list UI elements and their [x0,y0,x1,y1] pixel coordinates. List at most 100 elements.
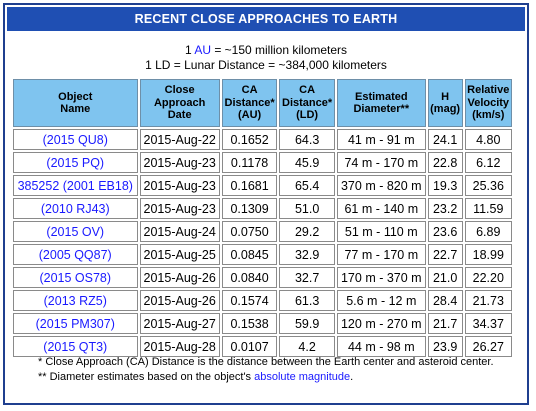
table-row: (2010 RJ43) 2015-Aug-23 0.1309 51.0 61 m - 1… [13,198,512,219]
ca-distance-ld-cell: 32.9 [279,244,335,265]
approach-date-cell: 2015-Aug-26 [139,267,220,288]
au-suffix: = ~150 million kilometers [210,43,348,57]
h-magnitude-cell: 23.6 [427,221,463,242]
relative-velocity-cell: 6.89 [464,221,512,242]
estimated-diameter-cell: 170 m - 370 m [336,267,426,288]
header-h-magnitude: H (mag) [427,79,463,127]
estimated-diameter-cell: 74 m - 170 m [336,152,426,173]
table-row: (2015 PM307) 2015-Aug-27 0.1538 59.9 120 m -… [13,313,512,334]
header-object-name: Object Name [13,79,138,127]
table-row: (2015 QT3) 2015-Aug-28 0.0107 4.2 44 m - 98 … [13,336,512,357]
footnotes: * Close Approach (CA) Distance is the di… [38,355,494,385]
estimated-diameter-cell: 41 m - 91 m [336,129,426,150]
object-name-link[interactable]: (2015 PQ) [13,152,138,173]
estimated-diameter-cell: 370 m - 820 m [336,175,426,196]
relative-velocity-cell: 4.80 [464,129,512,150]
approach-date-cell: 2015-Aug-28 [139,336,220,357]
approach-date-cell: 2015-Aug-26 [139,290,220,311]
h-magnitude-cell: 24.1 [427,129,463,150]
ca-distance-au-cell: 0.0840 [221,267,278,288]
relative-velocity-cell: 25.36 [464,175,512,196]
object-name-link[interactable]: (2015 QU8) [13,129,138,150]
au-link[interactable]: AU [194,43,211,57]
approach-date-cell: 2015-Aug-27 [139,313,220,334]
object-name-link[interactable]: (2015 PM307) [13,313,138,334]
object-name-link[interactable]: 385252 (2001 EB18) [13,175,138,196]
ca-distance-au-cell: 0.1538 [221,313,278,334]
diameter-note-suffix: . [350,371,354,383]
h-magnitude-cell: 23.9 [427,336,463,357]
ca-distance-ld-cell: 64.3 [279,129,335,150]
ca-distance-ld-cell: 4.2 [279,336,335,357]
estimated-diameter-cell: 77 m - 170 m [336,244,426,265]
h-magnitude-cell: 22.7 [427,244,463,265]
diameter-note-prefix: ** Diameter estimates based on the objec… [38,371,255,383]
approach-date-cell: 2015-Aug-22 [139,129,220,150]
table-row: (2005 QQ87) 2015-Aug-25 0.0845 32.9 77 m - 1… [13,244,512,265]
estimated-diameter-cell: 120 m - 270 m [336,313,426,334]
relative-velocity-cell: 21.73 [464,290,512,311]
ca-distance-ld-cell: 61.3 [279,290,335,311]
ld-definition: 1 LD = Lunar Distance = ~384,000 kilomet… [145,58,387,72]
close-approach-table: Object Name Close Approach Date CA Distance*… [11,77,514,359]
object-name-link[interactable]: (2015 OS78) [13,267,138,288]
h-magnitude-cell: 22.8 [427,152,463,173]
table-row: (2015 OV) 2015-Aug-24 0.0750 29.2 51 m - 110… [13,221,512,242]
ca-distance-au-cell: 0.1574 [221,290,278,311]
unit-definitions: 1 AU = ~150 million kilometers 1 LD = Lu… [5,43,527,73]
relative-velocity-cell: 6.12 [464,152,512,173]
estimated-diameter-cell: 61 m - 140 m [336,198,426,219]
table-row: 385252 (2001 EB18) 2015-Aug-23 0.1681 65.4 3… [13,175,512,196]
h-magnitude-cell: 21.7 [427,313,463,334]
relative-velocity-cell: 34.37 [464,313,512,334]
h-magnitude-cell: 23.2 [427,198,463,219]
estimated-diameter-cell: 5.6 m - 12 m [336,290,426,311]
table-row: (2015 OS78) 2015-Aug-26 0.0840 32.7 170 m - … [13,267,512,288]
estimated-diameter-cell: 44 m - 98 m [336,336,426,357]
estimated-diameter-cell: 51 m - 110 m [336,221,426,242]
ca-distance-ld-cell: 32.7 [279,267,335,288]
table-row: (2013 RZ5) 2015-Aug-26 0.1574 61.3 5.6 m - 1… [13,290,512,311]
relative-velocity-cell: 26.27 [464,336,512,357]
table-row: (2015 QU8) 2015-Aug-22 0.1652 64.3 41 m - 91… [13,129,512,150]
approach-date-cell: 2015-Aug-23 [139,152,220,173]
object-name-link[interactable]: (2010 RJ43) [13,198,138,219]
object-name-link[interactable]: (2013 RZ5) [13,290,138,311]
object-name-link[interactable]: (2005 QQ87) [13,244,138,265]
relative-velocity-cell: 18.99 [464,244,512,265]
au-prefix: 1 [184,43,195,57]
approach-date-cell: 2015-Aug-25 [139,244,220,265]
h-magnitude-cell: 21.0 [427,267,463,288]
ca-distance-au-cell: 0.0845 [221,244,278,265]
table-body: (2015 QU8) 2015-Aug-22 0.1652 64.3 41 m - 91… [13,129,512,357]
header-ca-distance-au: CA Distance* (AU) [221,79,278,127]
ca-distance-ld-cell: 65.4 [279,175,335,196]
h-magnitude-cell: 19.3 [427,175,463,196]
approach-date-cell: 2015-Aug-23 [139,175,220,196]
header-ca-distance-ld: CA Distance* (LD) [279,79,335,127]
header-close-approach-date: Close Approach Date [139,79,220,127]
table-row: (2015 PQ) 2015-Aug-23 0.1178 45.9 74 m - 170… [13,152,512,173]
table-header-row: Object Name Close Approach Date CA Distance*… [13,79,512,127]
ca-distance-au-cell: 0.1681 [221,175,278,196]
au-definition: 1 AU = ~150 million kilometers [5,43,527,58]
approach-date-cell: 2015-Aug-24 [139,221,220,242]
ca-distance-ld-cell: 51.0 [279,198,335,219]
ca-distance-au-cell: 0.1309 [221,198,278,219]
header-relative-velocity: Relative Velocity (km/s) [464,79,512,127]
h-magnitude-cell: 28.4 [427,290,463,311]
object-name-link[interactable]: (2015 QT3) [13,336,138,357]
header-estimated-diameter: Estimated Diameter** [336,79,426,127]
ca-distance-au-cell: 0.1652 [221,129,278,150]
diameter-note: ** Diameter estimates based on the objec… [38,370,494,385]
ca-distance-ld-cell: 45.9 [279,152,335,173]
absolute-magnitude-link[interactable]: absolute magnitude [254,371,351,383]
close-approaches-panel: RECENT CLOSE APPROACHES TO EARTH 1 AU = … [3,3,529,405]
ca-distance-ld-cell: 59.9 [279,313,335,334]
ca-distance-au-cell: 0.0107 [221,336,278,357]
panel-title: RECENT CLOSE APPROACHES TO EARTH [7,7,525,31]
object-name-link[interactable]: (2015 OV) [13,221,138,242]
ca-distance-au-cell: 0.1178 [221,152,278,173]
relative-velocity-cell: 22.20 [464,267,512,288]
ca-distance-ld-cell: 29.2 [279,221,335,242]
